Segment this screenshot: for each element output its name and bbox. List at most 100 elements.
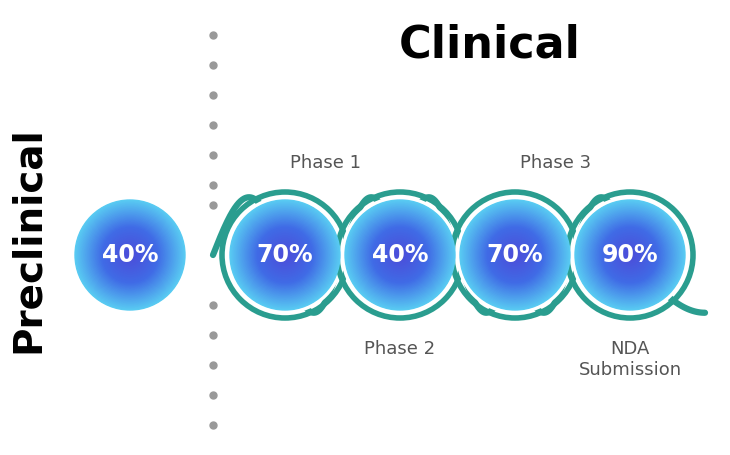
Circle shape [77, 202, 184, 308]
Circle shape [486, 226, 544, 284]
Circle shape [252, 222, 318, 288]
Circle shape [120, 245, 140, 265]
Circle shape [247, 217, 323, 293]
Circle shape [101, 225, 160, 284]
Circle shape [587, 212, 673, 298]
Circle shape [512, 252, 518, 258]
Circle shape [506, 246, 524, 264]
Circle shape [259, 229, 311, 281]
Circle shape [597, 222, 663, 288]
Circle shape [480, 219, 550, 291]
Circle shape [231, 201, 339, 309]
Circle shape [388, 243, 412, 268]
Circle shape [353, 207, 447, 303]
Circle shape [100, 225, 161, 285]
Circle shape [274, 244, 296, 266]
Circle shape [126, 252, 134, 258]
Circle shape [360, 215, 440, 295]
Circle shape [495, 235, 535, 275]
Circle shape [593, 218, 667, 292]
Circle shape [500, 240, 530, 270]
Circle shape [370, 225, 429, 284]
Circle shape [348, 203, 452, 307]
Circle shape [264, 234, 307, 276]
Circle shape [253, 223, 317, 287]
Circle shape [623, 248, 637, 263]
Circle shape [591, 216, 669, 294]
Circle shape [502, 241, 529, 269]
Circle shape [361, 217, 439, 293]
Circle shape [86, 211, 174, 299]
Circle shape [389, 244, 411, 266]
Circle shape [267, 237, 303, 273]
Text: Clinical: Clinical [399, 24, 581, 66]
Circle shape [585, 210, 675, 300]
Circle shape [503, 243, 527, 268]
Circle shape [477, 217, 553, 293]
Circle shape [110, 235, 150, 275]
Circle shape [105, 230, 155, 280]
Circle shape [476, 216, 554, 294]
Circle shape [377, 232, 423, 278]
Circle shape [578, 203, 682, 307]
Circle shape [82, 207, 178, 303]
Circle shape [78, 203, 182, 307]
Circle shape [513, 253, 517, 257]
Circle shape [255, 225, 315, 285]
Circle shape [586, 211, 674, 299]
Circle shape [510, 250, 520, 260]
Circle shape [463, 203, 567, 307]
Circle shape [273, 243, 296, 267]
Circle shape [469, 209, 561, 301]
Circle shape [106, 231, 154, 279]
Circle shape [80, 205, 180, 305]
Circle shape [234, 204, 336, 306]
Circle shape [116, 241, 144, 269]
Circle shape [124, 249, 137, 261]
Circle shape [610, 235, 650, 275]
Circle shape [121, 246, 139, 264]
Text: Phase 3: Phase 3 [520, 154, 591, 172]
Circle shape [608, 233, 652, 277]
Circle shape [239, 210, 331, 300]
Circle shape [577, 202, 683, 308]
Circle shape [358, 212, 442, 298]
Circle shape [590, 215, 670, 295]
Circle shape [231, 202, 339, 308]
Circle shape [485, 225, 545, 284]
Circle shape [588, 213, 672, 297]
Circle shape [491, 232, 539, 278]
Circle shape [507, 247, 523, 263]
Circle shape [398, 253, 402, 257]
Circle shape [113, 238, 147, 272]
Circle shape [493, 233, 537, 277]
Circle shape [584, 209, 676, 301]
Circle shape [241, 211, 329, 299]
Circle shape [466, 206, 564, 304]
Circle shape [235, 205, 335, 305]
Circle shape [263, 233, 307, 277]
Circle shape [372, 228, 428, 283]
Circle shape [278, 248, 292, 262]
Circle shape [237, 206, 334, 304]
Circle shape [80, 206, 180, 304]
Circle shape [233, 203, 337, 307]
Circle shape [482, 222, 548, 288]
Circle shape [78, 203, 182, 307]
Circle shape [247, 217, 323, 293]
Circle shape [366, 221, 434, 289]
Circle shape [101, 226, 159, 284]
Text: 70%: 70% [257, 243, 313, 267]
Circle shape [107, 233, 153, 278]
Circle shape [270, 240, 300, 270]
Circle shape [269, 238, 301, 272]
Circle shape [230, 200, 340, 310]
Circle shape [104, 230, 155, 280]
Circle shape [350, 206, 450, 304]
Circle shape [271, 241, 299, 269]
Circle shape [364, 218, 437, 292]
Circle shape [341, 196, 459, 314]
Circle shape [629, 254, 631, 256]
Circle shape [385, 240, 415, 270]
Circle shape [275, 245, 295, 265]
